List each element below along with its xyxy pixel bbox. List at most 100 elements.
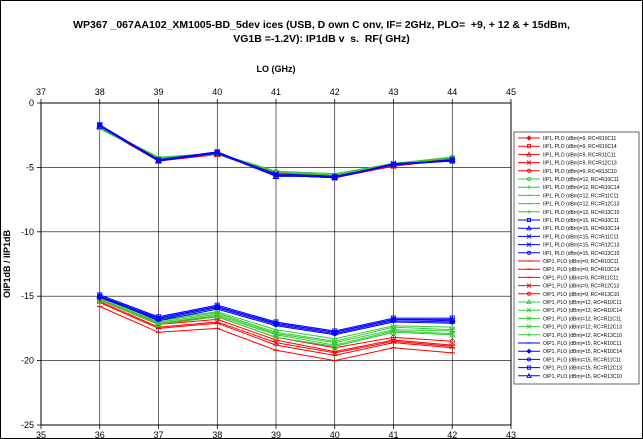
data-point	[272, 319, 280, 326]
legend-label: IIP1, PLO (dBm)=12, RC=R12C13	[543, 202, 620, 208]
legend: IIP1, PLO (dBm)=9, RC=R10C11 IIP1, PLO (d…	[513, 131, 640, 385]
legend-label: OIP1, PLO (dBm)=9, RC=R13C10	[543, 292, 619, 298]
x-tick-label: 43	[506, 430, 516, 439]
data-point	[526, 160, 532, 165]
legend-label: OIP1, PLO (dBm)=9, RC=R10C11	[543, 259, 619, 265]
legend-item: IIP1, PLO (dBm)=9, RC=R13C10	[518, 168, 617, 175]
legend-item: OIP1, PLO (dBm)=12, RC=R13C10	[518, 333, 622, 339]
data-point	[526, 299, 532, 305]
y-tick-label: -20	[21, 356, 34, 366]
legend-item: IIP1, PLO (dBm)=12, RC=R10C11	[518, 176, 619, 183]
x2-tick-label: 44	[447, 87, 457, 97]
legend-item: IIP1, PLO (dBm)=15, RC=R12C13	[518, 242, 620, 249]
data-point	[526, 357, 532, 362]
x-tick-label: 40	[330, 430, 340, 439]
x-tick-label: 36	[95, 430, 105, 439]
data-point	[526, 217, 532, 223]
data-point	[526, 135, 532, 141]
legend-item: IIP1, PLO (dBm)=9, RC=R10C11	[518, 135, 616, 142]
legend-item: IIP1, PLO (dBm)=15, RC=R11C11	[518, 234, 619, 240]
legend-item: IIP1, PLO (dBm)=12, RC=R10C14	[518, 185, 620, 191]
legend-item: IIP1, PLO (dBm)=9, RC=R11C11	[518, 151, 616, 158]
data-point	[526, 242, 532, 247]
legend-label: OIP1, PLO (dBm)=12, RC=R12C13	[543, 325, 622, 331]
data-point	[331, 342, 338, 349]
data-point	[527, 332, 531, 337]
legend-label: OIP1, PLO (dBm)=15, RC=R10C14	[543, 349, 622, 355]
legend-label: IIP1, PLO (dBm)=15, RC=R12C13	[543, 243, 620, 249]
data-point	[527, 185, 531, 190]
x2-tick-label: 41	[271, 87, 281, 97]
legend-label: OIP1, PLO (dBm)=12, RC=R11C11	[543, 316, 621, 322]
legend-label: OIP1, PLO (dBm)=15, RC=R12C13	[543, 366, 622, 372]
legend-item: IIP1, PLO (dBm)=12, RC=R11C11	[518, 193, 619, 199]
legend-label: IIP1, PLO (dBm)=9, RC=R10C11	[543, 136, 616, 142]
legend-label: IIP1, PLO (dBm)=9, RC=R10C14	[543, 144, 617, 150]
legend-label: IIP1, PLO (dBm)=15, RC=R10C14	[543, 226, 620, 232]
legend-item: OIP1, PLO (dBm)=12, RC=R12C13	[518, 324, 622, 331]
data-point	[526, 250, 532, 255]
data-point	[526, 324, 532, 329]
x-tick-label: 41	[388, 430, 398, 439]
x2-tick-label: 45	[506, 87, 516, 97]
data-point	[390, 338, 397, 345]
data-point	[273, 172, 279, 178]
legend-item: IIP1, PLO (dBm)=15, RC=R13C10	[518, 250, 620, 257]
series	[97, 305, 455, 362]
data-point	[155, 320, 162, 327]
data-point	[526, 144, 532, 149]
series-line	[99, 295, 453, 333]
legend-label: IIP1, PLO (dBm)=15, RC=R11C11	[543, 234, 619, 240]
data-point	[526, 307, 532, 313]
x2-tick-label: 43	[388, 87, 398, 97]
y-axis-label: OIP1dB / IIP1dB	[2, 229, 12, 298]
legend-item: OIP1, PLO (dBm)=15, RC=R13C10	[518, 372, 622, 380]
x-tick-label: 42	[447, 430, 457, 439]
data-point	[526, 151, 532, 157]
data-point	[449, 343, 456, 350]
data-point	[449, 324, 455, 330]
x2-tick-label: 40	[212, 87, 222, 97]
data-point	[273, 331, 279, 338]
legend-item: OIP1, PLO (dBm)=9, RC=R11C11	[518, 275, 619, 281]
legend-label: IIP1, PLO (dBm)=9, RC=R11C11	[543, 152, 616, 158]
data-point	[526, 365, 532, 370]
legend-item: IIP1, PLO (dBm)=15, RC=R10C14	[518, 225, 620, 232]
data-point	[332, 336, 338, 342]
data-point	[331, 328, 339, 335]
y-tick-label: 0	[29, 98, 34, 108]
data-point	[214, 312, 221, 319]
legend-label: OIP1, PLO (dBm)=12, RC=R10C14	[543, 308, 622, 314]
data-point	[449, 158, 455, 164]
legend-label: OIP1, PLO (dBm)=12, RC=R10C11	[543, 300, 622, 306]
legend-item: IIP1, PLO (dBm)=9, RC=R10C14	[518, 144, 617, 150]
x-tick-label: 35	[36, 430, 46, 439]
data-point	[526, 234, 532, 239]
data-point	[526, 372, 532, 378]
data-point	[96, 292, 104, 299]
data-point	[526, 348, 532, 354]
data-point	[449, 330, 456, 337]
legend-item: OIP1, PLO (dBm)=9, RC=R12C13	[518, 283, 619, 290]
data-point	[526, 283, 532, 288]
y-tick-label: -5	[26, 162, 34, 172]
legend-box	[513, 131, 640, 385]
data-point	[331, 349, 338, 356]
series	[96, 292, 456, 335]
data-point	[214, 319, 221, 325]
data-point	[155, 157, 162, 163]
data-point	[449, 338, 455, 344]
data-point	[526, 291, 532, 296]
legend-label: OIP1, PLO (dBm)=15, RC=R13C10	[543, 374, 622, 380]
legend-label: IIP1, PLO (dBm)=15, RC=R10C11	[543, 218, 619, 224]
legend-label: IIP1, PLO (dBm)=9, RC=R12C13	[543, 161, 617, 167]
legend-item: OIP1, PLO (dBm)=12, RC=R10C11	[518, 299, 622, 306]
data-point	[273, 327, 279, 333]
legend-label: OIP1, PLO (dBm)=12, RC=R13C10	[543, 333, 622, 339]
legend-item: OIP1, PLO (dBm)=9, RC=R10C11	[518, 259, 619, 265]
data-point	[390, 334, 397, 340]
legend-label: OIP1, PLO (dBm)=15, RC=R11C11	[543, 357, 621, 363]
data-point	[332, 175, 338, 181]
legend-item: IIP1, PLO (dBm)=15, RC=R10C11	[518, 217, 619, 224]
